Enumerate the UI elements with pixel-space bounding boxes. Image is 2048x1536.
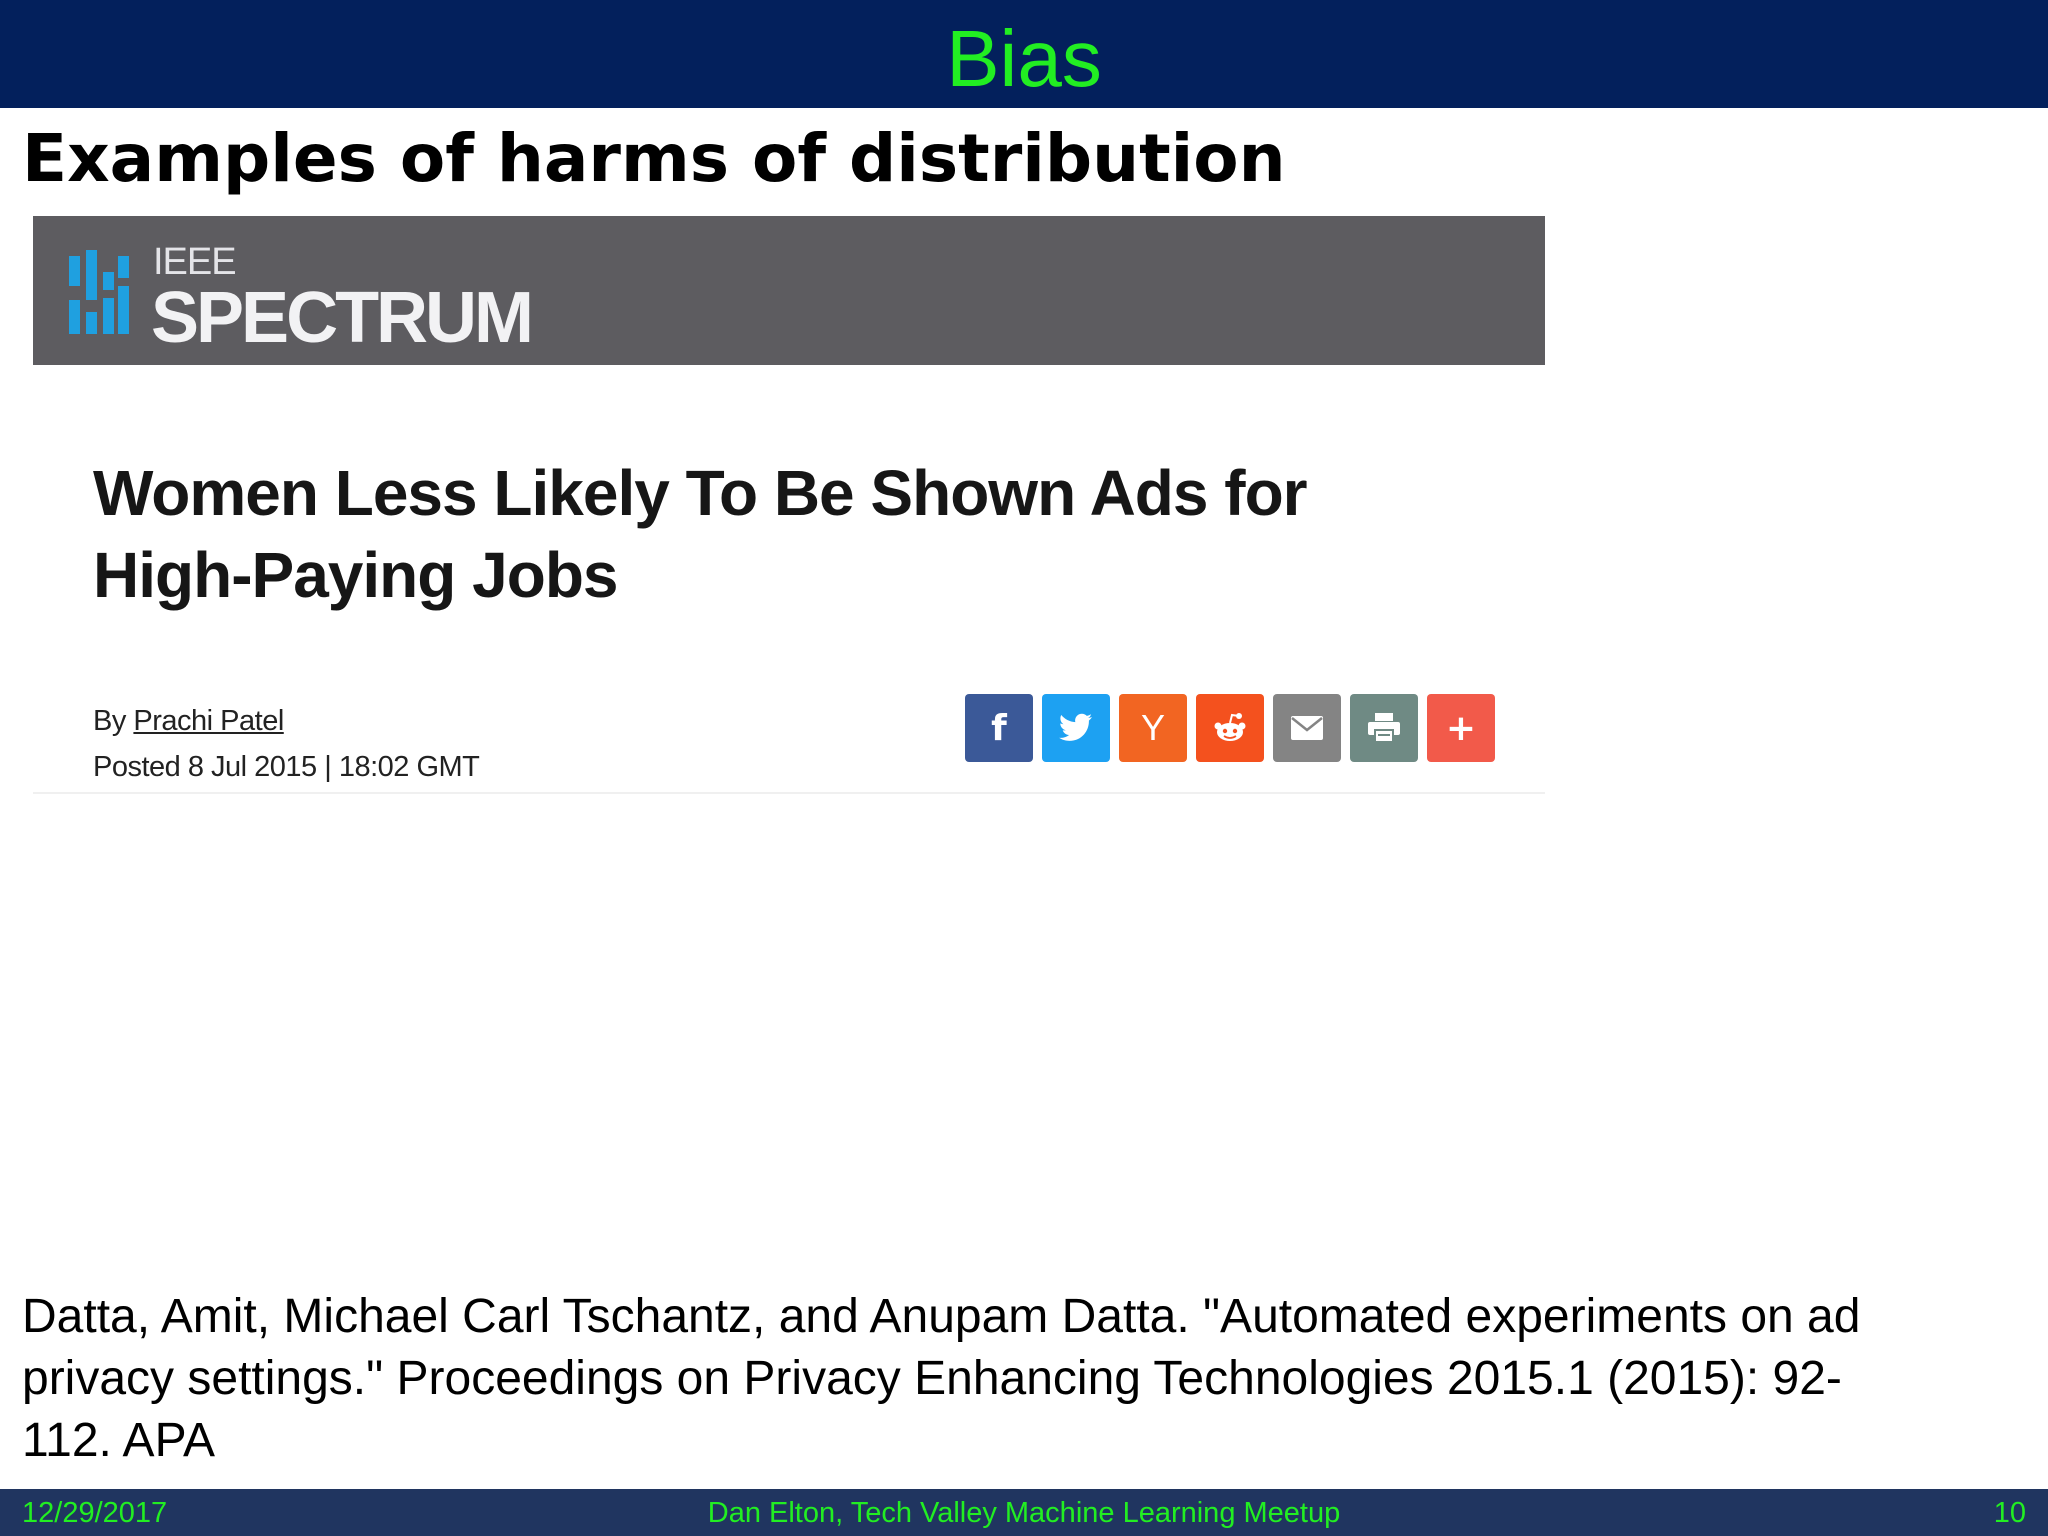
share-reddit-button[interactable] xyxy=(1196,694,1264,762)
article-divider xyxy=(33,792,1545,794)
article-screenshot: IEEE SPECTRUM Women Less Likely To Be Sh… xyxy=(33,216,1545,794)
share-bar: f Y xyxy=(965,694,1495,762)
twitter-icon xyxy=(1059,713,1092,741)
slide-title: Bias xyxy=(946,14,1102,103)
citation-line-3: 112. APA xyxy=(22,1414,216,1467)
footer-date: 12/29/2017 xyxy=(22,1497,168,1529)
print-icon xyxy=(1368,713,1400,743)
citation: Datta, Amit, Michael Carl Tschantz, and … xyxy=(22,1286,2022,1472)
share-print-button[interactable] xyxy=(1350,694,1418,762)
ieee-spectrum-logo-icon xyxy=(69,250,129,334)
headline-line-2: High-Paying Jobs xyxy=(93,539,619,611)
footer-presenter: Dan Elton, Tech Valley Machine Learning … xyxy=(707,1497,1341,1529)
headline-line-1: Women Less Likely To Be Shown Ads for xyxy=(93,457,1308,529)
share-twitter-button[interactable] xyxy=(1042,694,1110,762)
facebook-icon: f xyxy=(991,707,1007,749)
author-line: By Prachi Patel xyxy=(93,698,479,744)
logo-spectrum-text: SPECTRUM xyxy=(151,278,534,358)
footer-page-number: 10 xyxy=(1993,1497,2026,1529)
plus-icon: + xyxy=(1445,707,1477,749)
share-email-button[interactable] xyxy=(1273,694,1341,762)
y-combinator-icon: Y xyxy=(1140,707,1165,748)
article-byline: By Prachi Patel Posted 8 Jul 2015 | 18:0… xyxy=(93,698,480,790)
share-more-button[interactable]: + xyxy=(1427,694,1495,762)
slide-footer: 12/29/2017 Dan Elton, Tech Valley Machin… xyxy=(0,1489,2048,1536)
article-headline: Women Less Likely To Be Shown Ads for Hi… xyxy=(93,452,1513,616)
share-facebook-button[interactable]: f xyxy=(965,694,1033,762)
logo-ieee-text: IEEE xyxy=(153,241,237,283)
share-hacker-news-button[interactable]: Y xyxy=(1119,694,1187,762)
citation-line-2: privacy settings." Proceedings on Privac… xyxy=(22,1352,1842,1405)
slide-subtitle: Examples of harms of distribution xyxy=(22,120,1286,197)
citation-line-1: Datta, Amit, Michael Carl Tschantz, and … xyxy=(22,1290,1861,1343)
posted-date: Posted 8 Jul 2015 | 18:02 GMT xyxy=(93,751,480,783)
title-bar: Bias xyxy=(0,0,2048,108)
author-link[interactable]: Prachi Patel xyxy=(133,705,284,737)
byline-prefix: By xyxy=(93,705,126,737)
site-header: IEEE SPECTRUM xyxy=(33,216,1545,365)
reddit-icon xyxy=(1214,713,1246,741)
email-icon xyxy=(1291,716,1323,740)
